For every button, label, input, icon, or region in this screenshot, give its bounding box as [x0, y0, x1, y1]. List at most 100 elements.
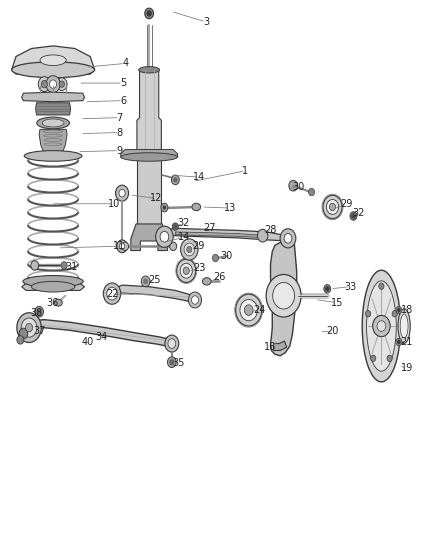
Circle shape: [212, 254, 219, 262]
Polygon shape: [110, 285, 197, 305]
Polygon shape: [271, 233, 297, 356]
Circle shape: [183, 267, 189, 274]
Text: 29: 29: [192, 241, 204, 251]
Circle shape: [180, 263, 192, 278]
Text: 29: 29: [340, 199, 353, 209]
Text: 30: 30: [292, 182, 304, 192]
Text: 7: 7: [117, 112, 123, 123]
Text: 32: 32: [177, 218, 189, 228]
Text: 5: 5: [120, 78, 126, 88]
Circle shape: [170, 242, 177, 251]
Ellipse shape: [40, 55, 66, 66]
Circle shape: [170, 360, 174, 365]
Text: 14: 14: [193, 172, 205, 182]
Circle shape: [352, 214, 355, 218]
Circle shape: [396, 306, 402, 314]
Text: 40: 40: [82, 337, 94, 347]
Circle shape: [240, 300, 258, 321]
Circle shape: [366, 311, 371, 317]
Circle shape: [167, 357, 176, 368]
Text: 23: 23: [193, 263, 205, 272]
Circle shape: [168, 339, 176, 349]
Text: 31: 31: [65, 262, 78, 271]
Circle shape: [173, 177, 177, 182]
Polygon shape: [35, 103, 71, 115]
Ellipse shape: [362, 270, 401, 382]
Circle shape: [184, 243, 194, 256]
Text: 21: 21: [401, 337, 413, 347]
Text: 6: 6: [120, 95, 126, 106]
Circle shape: [280, 229, 296, 248]
Polygon shape: [121, 150, 177, 157]
Circle shape: [329, 203, 336, 211]
Text: 18: 18: [401, 305, 413, 315]
Text: 16: 16: [265, 342, 277, 352]
Circle shape: [284, 233, 292, 243]
Text: 38: 38: [30, 308, 42, 318]
Text: 20: 20: [326, 326, 339, 336]
Text: 26: 26: [213, 272, 225, 282]
Circle shape: [171, 175, 179, 184]
Polygon shape: [137, 157, 161, 224]
Ellipse shape: [202, 278, 211, 285]
Circle shape: [46, 76, 60, 93]
Circle shape: [103, 283, 121, 304]
Circle shape: [35, 306, 43, 317]
Circle shape: [165, 335, 179, 352]
Text: 4: 4: [122, 59, 128, 68]
Circle shape: [120, 243, 125, 249]
Circle shape: [308, 188, 314, 196]
Polygon shape: [175, 232, 267, 238]
Circle shape: [144, 279, 148, 284]
Ellipse shape: [121, 153, 177, 161]
Circle shape: [398, 309, 400, 312]
Circle shape: [37, 309, 41, 314]
Circle shape: [145, 8, 153, 19]
Ellipse shape: [398, 309, 410, 343]
Polygon shape: [39, 130, 67, 154]
Circle shape: [324, 285, 331, 293]
Text: 15: 15: [331, 297, 343, 308]
Circle shape: [396, 338, 402, 346]
Text: 35: 35: [173, 358, 185, 368]
Circle shape: [141, 276, 150, 287]
Circle shape: [38, 77, 50, 92]
Circle shape: [160, 231, 169, 242]
Text: 1: 1: [242, 166, 248, 176]
Text: 36: 36: [46, 297, 58, 308]
Circle shape: [392, 311, 397, 317]
Ellipse shape: [37, 117, 70, 129]
Circle shape: [41, 80, 47, 88]
Circle shape: [163, 206, 166, 209]
Circle shape: [266, 274, 301, 317]
Text: 19: 19: [401, 362, 413, 373]
Circle shape: [17, 313, 41, 343]
Circle shape: [258, 229, 268, 242]
Circle shape: [17, 336, 24, 344]
Circle shape: [323, 195, 342, 219]
Circle shape: [244, 305, 253, 316]
Circle shape: [147, 11, 151, 16]
Polygon shape: [26, 320, 173, 348]
Polygon shape: [131, 224, 167, 251]
Text: 22: 22: [106, 289, 118, 299]
Circle shape: [273, 282, 294, 309]
Circle shape: [325, 287, 329, 291]
Circle shape: [377, 321, 386, 332]
Polygon shape: [274, 341, 287, 351]
Ellipse shape: [24, 151, 82, 161]
Circle shape: [188, 292, 201, 308]
Circle shape: [31, 261, 39, 270]
Polygon shape: [137, 70, 161, 150]
Text: 32: 32: [353, 208, 365, 219]
Circle shape: [119, 189, 125, 197]
Text: 3: 3: [203, 17, 209, 27]
Text: 14: 14: [178, 232, 190, 243]
Ellipse shape: [12, 62, 95, 78]
Polygon shape: [12, 46, 95, 76]
Circle shape: [19, 328, 28, 339]
Text: 34: 34: [95, 332, 107, 342]
Circle shape: [236, 294, 262, 326]
Text: 27: 27: [203, 223, 215, 233]
Circle shape: [61, 262, 67, 269]
